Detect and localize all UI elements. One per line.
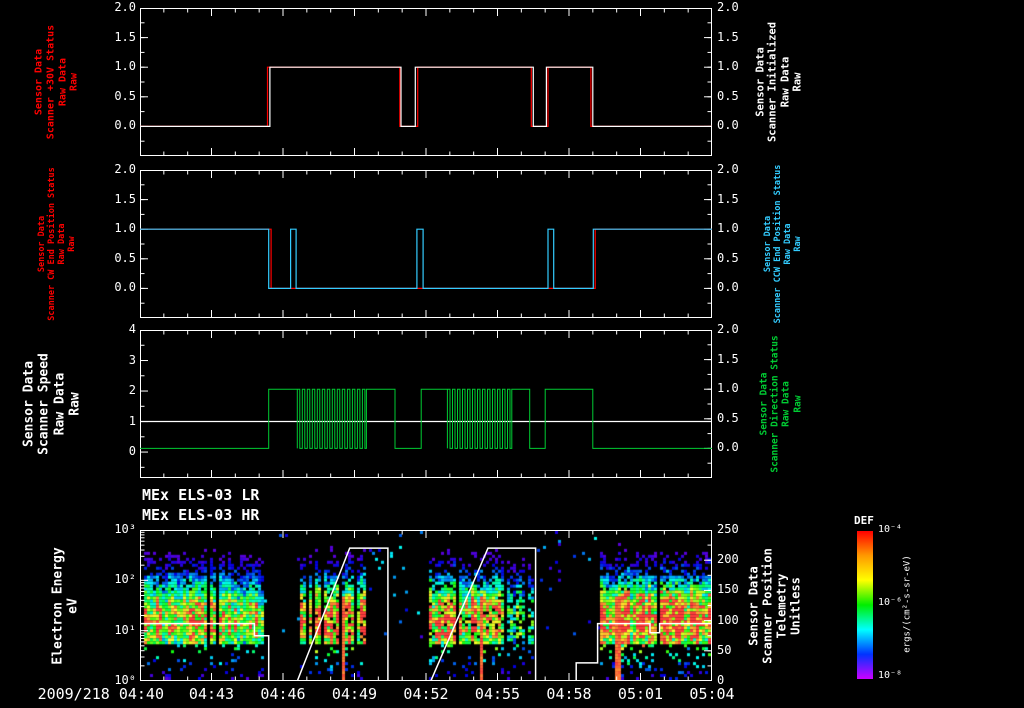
y-tick-label-left: 10³ (114, 522, 136, 536)
colorbar-tick-label-top: 10⁻⁴ (878, 524, 903, 535)
x-tick-label: 04:49 (331, 685, 378, 703)
y-tick-label-right: 0.0 (717, 118, 739, 133)
x-tick-label: 2009/218 04:40 (37, 685, 164, 703)
panel-1-left-axis-label: Sensor Data Scanner CW End Position Stat… (36, 167, 78, 321)
y-tick-label-left: 10² (114, 572, 136, 587)
panel-3-left-axis-label: Electron Energy eV (50, 546, 81, 665)
y-tick-label-left: 0.5 (114, 88, 136, 103)
spectrogram-title-hr: MEx ELS-03 HR (142, 506, 260, 524)
colorbar-units-label: ergs/(cm²-s-sr-eV) (902, 555, 913, 653)
y-tick-label-right: 2.0 (717, 162, 739, 176)
y-tick-label-right: 200 (717, 552, 739, 567)
y-tick-label-left: 1.0 (114, 59, 136, 74)
y-tick-label-left: 4 (128, 322, 136, 336)
y-tick-label-left: 1.0 (114, 221, 136, 236)
y-tick-label-left: 0 (128, 444, 136, 459)
y-tick-label-left: 2 (128, 383, 136, 398)
colorbar-gradient (857, 531, 873, 679)
y-tick-label-left: 2.0 (114, 162, 136, 176)
y-tick-label-right: 100 (717, 612, 739, 627)
els-spectrogram-canvas (141, 531, 711, 680)
y-tick-label-right: 1.0 (717, 381, 739, 396)
colorbar-title: DEF (854, 514, 874, 527)
y-tick-label-right: 0.5 (717, 88, 739, 103)
y-tick-label-left: 0.0 (114, 118, 136, 133)
y-tick-label-left: 0.5 (114, 250, 136, 265)
x-tick-label: 04:55 (474, 685, 521, 703)
y-tick-label-right: 50 (717, 642, 732, 657)
x-tick-label: 04:46 (260, 685, 306, 703)
y-tick-label-left: 2.0 (114, 0, 136, 14)
panel-3-right-axis-label: Sensor Data Scanner Position Telemetry U… (746, 547, 804, 664)
panel-scanner-speed-direction (140, 330, 712, 478)
y-tick-label-right: 0 (717, 673, 725, 687)
panel-1-right-axis-label: Sensor Data Scanner CCW End Position Sta… (762, 164, 804, 324)
colorbar-tick-label-bot: 10⁻⁸ (878, 670, 903, 681)
spectrogram-title-lr: MEx ELS-03 LR (142, 486, 260, 504)
y-tick-label-left: 1 (128, 413, 136, 428)
y-tick-label-right: 1.5 (717, 29, 739, 44)
panel-2-right-axis-label: Sensor Data Scanner Direction Status Raw… (758, 335, 804, 473)
y-tick-label-left: 10⁰ (114, 673, 136, 687)
panel-scanner-30v-status (140, 8, 712, 156)
y-tick-label-left: 1.5 (114, 191, 136, 206)
y-tick-label-right: 1.5 (717, 191, 739, 206)
y-tick-label-right: 150 (717, 582, 739, 597)
panel-scanner-end-position-status (140, 170, 712, 318)
y-tick-label-left: 0.0 (114, 280, 136, 295)
panel-2-left-axis-label: Sensor Data Scanner Speed Raw Data Raw (21, 353, 83, 455)
y-tick-label-left: 3 (128, 352, 136, 367)
y-tick-label-right: 1.0 (717, 59, 739, 74)
panel-els-spectrogram (140, 530, 712, 681)
y-tick-label-right: 0.0 (717, 440, 739, 455)
x-tick-label: 04:52 (403, 685, 449, 703)
y-tick-label-right: 0.5 (717, 250, 739, 265)
x-tick-label: 05:04 (689, 685, 735, 703)
y-tick-label-left: 1.5 (114, 29, 136, 44)
x-tick-label: 05:01 (617, 685, 664, 703)
colorbar-tick-label-mid: 10⁻⁶ (878, 597, 903, 608)
x-tick-label: 04:43 (188, 685, 235, 703)
y-tick-label-right: 0.0 (717, 280, 739, 295)
y-tick-label-right: 2.0 (717, 0, 739, 14)
y-tick-label-right: 250 (717, 522, 739, 536)
y-tick-label-right: 2.0 (717, 322, 739, 336)
x-tick-label: 04:58 (546, 685, 592, 703)
y-tick-label-right: 0.5 (717, 410, 739, 425)
y-tick-label-right: 1.0 (717, 221, 739, 236)
y-tick-label-right: 1.5 (717, 351, 739, 366)
panel-0-right-axis-label: Sensor Data Scanner Initialized Raw Data… (754, 21, 804, 143)
y-tick-label-left: 10¹ (114, 622, 136, 637)
panel-0-left-axis-label: Sensor Data Scanner +30V Status Raw Data… (33, 24, 80, 140)
